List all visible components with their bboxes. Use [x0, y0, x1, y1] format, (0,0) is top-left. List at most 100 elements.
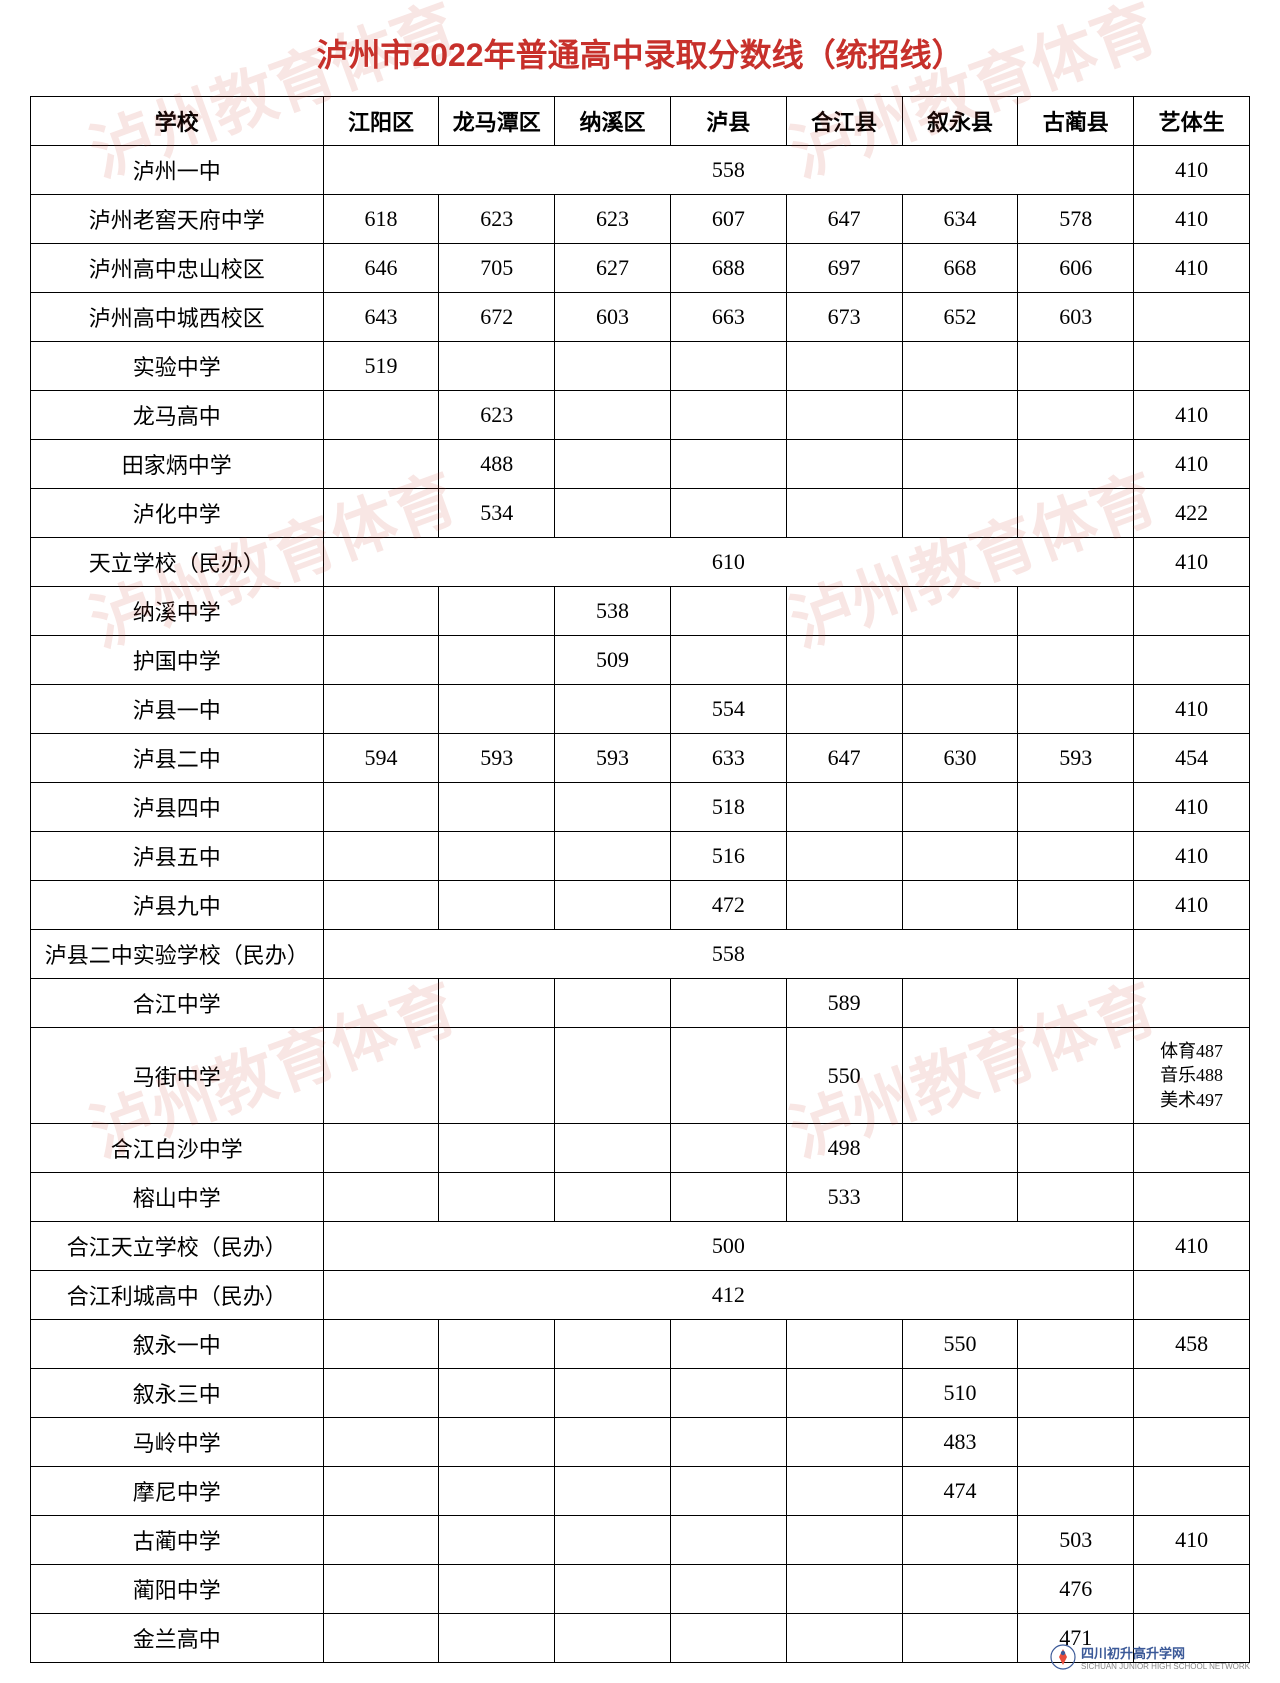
score-cell — [670, 1173, 786, 1222]
school-name: 叙永三中 — [31, 1369, 324, 1418]
school-name: 榕山中学 — [31, 1173, 324, 1222]
score-cell — [670, 587, 786, 636]
school-name: 泸州高中城西校区 — [31, 293, 324, 342]
table-row: 蔺阳中学476 — [31, 1565, 1250, 1614]
score-cell — [439, 636, 555, 685]
school-name: 泸县四中 — [31, 783, 324, 832]
score-cell — [555, 685, 671, 734]
school-name: 摩尼中学 — [31, 1467, 324, 1516]
merged-score: 610 — [323, 538, 1134, 587]
score-cell: 627 — [555, 244, 671, 293]
score-cell — [323, 832, 439, 881]
score-cell — [902, 391, 1018, 440]
score-cell — [902, 685, 1018, 734]
score-cell — [439, 1467, 555, 1516]
score-cell — [902, 1124, 1018, 1173]
score-cell: 633 — [670, 734, 786, 783]
score-cell: 518 — [670, 783, 786, 832]
art-sport-score: 410 — [1134, 391, 1250, 440]
score-cell — [439, 1028, 555, 1124]
score-cell — [323, 440, 439, 489]
score-cell — [670, 1516, 786, 1565]
score-cell: 533 — [786, 1173, 902, 1222]
score-cell — [323, 489, 439, 538]
score-cell — [902, 587, 1018, 636]
merged-score: 500 — [323, 1222, 1134, 1271]
school-name: 龙马高中 — [31, 391, 324, 440]
score-cell: 697 — [786, 244, 902, 293]
score-cell — [1018, 685, 1134, 734]
score-cell — [555, 979, 671, 1028]
score-cell: 516 — [670, 832, 786, 881]
score-cell — [1018, 489, 1134, 538]
score-cell: 643 — [323, 293, 439, 342]
score-cell: 503 — [1018, 1516, 1134, 1565]
score-cell — [323, 1565, 439, 1614]
art-sport-score: 410 — [1134, 881, 1250, 930]
school-name: 金兰高中 — [31, 1614, 324, 1663]
score-cell — [902, 1614, 1018, 1663]
score-cell — [786, 342, 902, 391]
table-row: 马街中学550体育487 音乐488 美术497 — [31, 1028, 1250, 1124]
score-cell — [902, 1028, 1018, 1124]
score-cell: 593 — [439, 734, 555, 783]
art-sport-score — [1134, 636, 1250, 685]
table-row: 马岭中学483 — [31, 1418, 1250, 1467]
table-row: 泸县二中实验学校（民办）558 — [31, 930, 1250, 979]
table-row: 合江天立学校（民办）500410 — [31, 1222, 1250, 1271]
score-cell — [902, 1173, 1018, 1222]
score-cell — [323, 636, 439, 685]
school-name: 田家炳中学 — [31, 440, 324, 489]
school-name: 古蔺中学 — [31, 1516, 324, 1565]
school-name: 合江天立学校（民办） — [31, 1222, 324, 1271]
score-cell: 509 — [555, 636, 671, 685]
score-cell — [1018, 440, 1134, 489]
school-name: 泸县五中 — [31, 832, 324, 881]
art-sport-score: 410 — [1134, 1516, 1250, 1565]
score-cell — [555, 1565, 671, 1614]
art-sport-score — [1134, 1271, 1250, 1320]
table-row: 摩尼中学474 — [31, 1467, 1250, 1516]
score-cell — [555, 489, 671, 538]
score-cell — [323, 1418, 439, 1467]
school-name: 合江利城高中（民办） — [31, 1271, 324, 1320]
score-cell — [902, 440, 1018, 489]
score-cell — [555, 1614, 671, 1663]
score-cell: 673 — [786, 293, 902, 342]
table-row: 泸州高中忠山校区646705627688697668606410 — [31, 244, 1250, 293]
art-sport-score: 422 — [1134, 489, 1250, 538]
score-cell — [786, 783, 902, 832]
table-row: 叙永三中510 — [31, 1369, 1250, 1418]
score-cell: 623 — [555, 195, 671, 244]
score-cell — [439, 1418, 555, 1467]
score-cell: 594 — [323, 734, 439, 783]
score-cell: 498 — [786, 1124, 902, 1173]
table-row: 泸化中学534422 — [31, 489, 1250, 538]
score-cell: 550 — [902, 1320, 1018, 1369]
score-cell: 647 — [786, 195, 902, 244]
score-cell — [902, 979, 1018, 1028]
score-cell — [786, 832, 902, 881]
score-cell — [323, 1320, 439, 1369]
school-name: 合江白沙中学 — [31, 1124, 324, 1173]
score-cell — [439, 881, 555, 930]
logo-text-en: SICHUAN JUNIOR HIGH SCHOOL NETWORK — [1081, 1662, 1250, 1671]
art-sport-score — [1134, 1124, 1250, 1173]
column-header: 江阳区 — [323, 97, 439, 146]
table-row: 实验中学519 — [31, 342, 1250, 391]
art-sport-score: 体育487 音乐488 美术497 — [1134, 1028, 1250, 1124]
art-sport-score: 410 — [1134, 685, 1250, 734]
score-cell: 550 — [786, 1028, 902, 1124]
score-cell — [786, 1418, 902, 1467]
score-cell — [555, 1173, 671, 1222]
column-header: 学校 — [31, 97, 324, 146]
score-cell — [439, 832, 555, 881]
column-header: 艺体生 — [1134, 97, 1250, 146]
score-cell: 623 — [439, 391, 555, 440]
score-cell — [786, 636, 902, 685]
score-cell: 472 — [670, 881, 786, 930]
score-cell: 476 — [1018, 1565, 1134, 1614]
score-cell — [786, 1320, 902, 1369]
score-cell — [439, 685, 555, 734]
score-cell — [323, 881, 439, 930]
